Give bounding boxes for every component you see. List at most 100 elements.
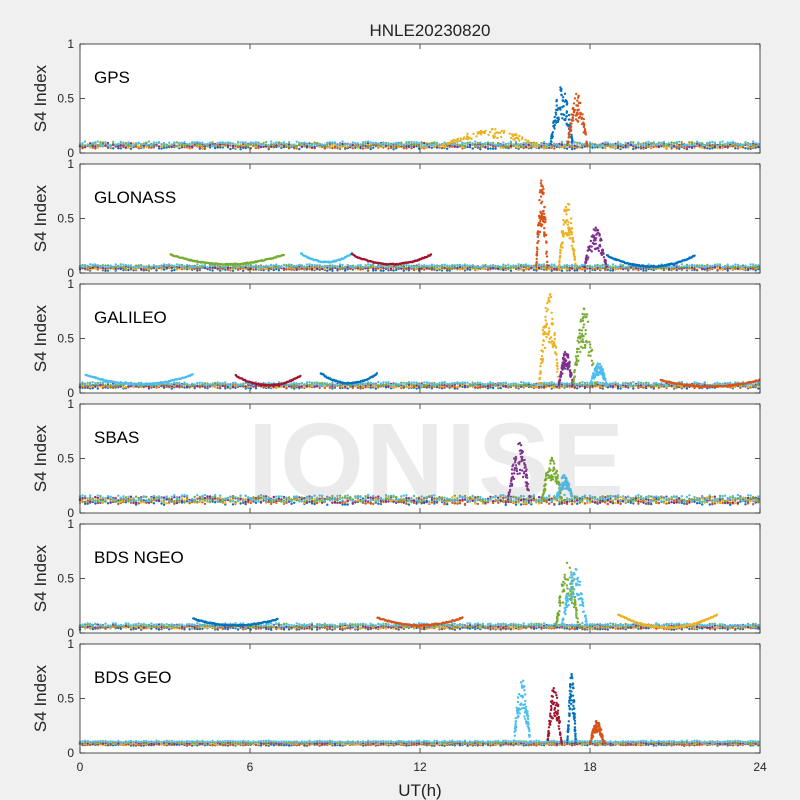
- data-point: [415, 265, 418, 268]
- data-point: [525, 141, 529, 144]
- data-point: [604, 146, 607, 149]
- data-point: [91, 146, 95, 149]
- data-point: [550, 385, 553, 389]
- data-point: [536, 143, 539, 146]
- data-point: [412, 265, 416, 268]
- data-point: [563, 92, 567, 96]
- data-point: [83, 144, 87, 147]
- data-point: [729, 141, 732, 144]
- data-point: [234, 386, 237, 390]
- data-point: [293, 143, 296, 146]
- data-point: [257, 146, 260, 150]
- data-point: [695, 265, 699, 268]
- data-point: [226, 141, 230, 145]
- data-point: [542, 191, 545, 194]
- data-point: [216, 145, 219, 149]
- data-point: [634, 143, 638, 146]
- data-point: [475, 135, 478, 138]
- data-point: [323, 385, 326, 388]
- data-point: [584, 260, 587, 263]
- data-point: [716, 146, 719, 149]
- data-point: [479, 144, 482, 148]
- data-point: [331, 264, 334, 267]
- data-point: [326, 269, 329, 272]
- data-point: [425, 142, 428, 145]
- data-point: [191, 142, 194, 145]
- data-point: [91, 141, 95, 145]
- data-point: [224, 141, 227, 145]
- data-point: [160, 268, 163, 271]
- data-point: [746, 385, 750, 389]
- data-point: [160, 143, 163, 146]
- data-point: [570, 267, 574, 270]
- data-point: [591, 146, 594, 149]
- data-point: [254, 141, 258, 144]
- data-point: [96, 140, 100, 143]
- data-point: [162, 263, 166, 266]
- data-point: [81, 265, 84, 268]
- data-point: [295, 264, 298, 267]
- data-point: [338, 266, 342, 269]
- data-point: [514, 145, 518, 149]
- data-point: [239, 141, 242, 144]
- data-point: [519, 145, 523, 148]
- data-point: [629, 143, 632, 147]
- data-point: [563, 264, 566, 267]
- data-point: [632, 143, 635, 146]
- data-point: [425, 144, 428, 147]
- data-point: [361, 385, 365, 388]
- data-point: [553, 143, 556, 146]
- data-point: [272, 264, 275, 267]
- data-point: [315, 267, 319, 270]
- data-point: [336, 146, 339, 150]
- data-point: [549, 140, 553, 143]
- data-point: [530, 146, 533, 149]
- data-point: [290, 144, 293, 147]
- data-point: [561, 117, 564, 120]
- data-point: [554, 108, 558, 112]
- data-point: [191, 145, 194, 148]
- data-point: [565, 100, 568, 103]
- y-axis-label: S4 Index: [31, 64, 50, 132]
- data-point: [701, 146, 704, 149]
- data-point: [389, 146, 393, 149]
- data-point: [433, 264, 436, 267]
- data-point: [527, 146, 530, 149]
- data-point: [443, 263, 446, 266]
- data-point: [338, 263, 342, 266]
- data-point: [670, 144, 673, 148]
- data-point: [249, 141, 252, 144]
- data-point: [621, 144, 625, 147]
- data-point: [680, 385, 683, 388]
- data-point: [152, 264, 156, 267]
- data-point: [718, 143, 722, 146]
- data-point: [275, 141, 278, 144]
- data-point: [290, 268, 293, 271]
- data-point: [683, 265, 686, 268]
- data-point: [170, 145, 173, 149]
- data-point: [428, 264, 431, 267]
- data-point: [448, 264, 451, 268]
- data-point: [504, 143, 507, 146]
- data-point: [514, 143, 518, 146]
- data-point: [315, 264, 319, 268]
- data-point: [415, 141, 418, 144]
- data-point: [132, 266, 135, 269]
- data-point: [530, 264, 533, 268]
- data-point: [599, 264, 602, 268]
- data-point: [298, 147, 301, 151]
- data-point: [632, 141, 635, 144]
- data-point: [616, 140, 620, 144]
- data-point: [621, 266, 625, 269]
- data-point: [247, 266, 250, 269]
- data-point: [543, 216, 547, 219]
- data-point: [446, 147, 449, 150]
- data-point: [178, 141, 181, 145]
- data-point: [440, 266, 444, 269]
- data-point: [397, 144, 400, 147]
- data-point: [112, 147, 115, 150]
- data-point: [244, 144, 247, 147]
- data-point: [739, 145, 742, 148]
- data-point: [557, 107, 561, 110]
- data-point: [219, 146, 222, 149]
